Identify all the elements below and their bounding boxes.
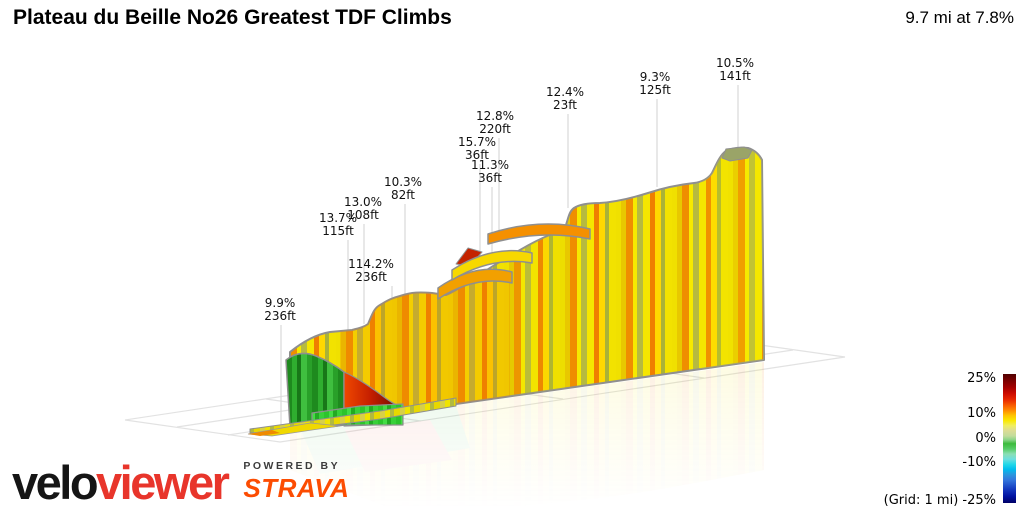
climb-ribbon	[247, 146, 765, 437]
powered-by-label: POWERED BY	[243, 460, 341, 472]
segment-label: 11.3% 36ft	[471, 158, 509, 185]
strava-logo: STRAVA	[243, 473, 350, 503]
legend-tick-label: 0%	[975, 431, 996, 446]
switchback-folds	[437, 223, 591, 300]
segment-label: 9.3% 125ft	[639, 70, 671, 97]
legend-ticks: 25% 10% 0% -10% (Grid: 1 mi) -25%	[884, 371, 996, 508]
veloviewer-logo[interactable]: veloviewer	[12, 459, 230, 506]
segment-label: 10.3% 82ft	[384, 175, 422, 202]
start-sliver-tip	[248, 430, 280, 436]
segment-label: 13.0% 108ft	[344, 195, 382, 222]
veloviewer-logo-velo: velo	[12, 456, 99, 510]
climb-summary-stats: 9.7 mi at 7.8%	[905, 8, 1014, 27]
segment-label: 114.2% 236ft	[348, 257, 394, 284]
segment-label: 10.5% 141ft	[716, 56, 754, 83]
gradient-legend: 25% 10% 0% -10% (Grid: 1 mi) -25%	[884, 371, 1016, 508]
segment-label: 13.7% 115ft	[319, 211, 357, 238]
legend-tick-label: 25%	[967, 371, 996, 386]
legend-tick-label: 10%	[967, 406, 996, 421]
powered-by-strava[interactable]: POWERED BY STRAVA	[243, 460, 349, 506]
page-title: Plateau du Beille No26 Greatest TDF Clim…	[13, 6, 452, 29]
legend-tick-label: -10%	[962, 455, 996, 470]
segment-label: 12.8% 220ft	[476, 109, 514, 136]
segment-label: 12.4% 23ft	[546, 85, 584, 112]
veloviewer-logo-viewer: viewer	[96, 456, 230, 510]
segment-label: 15.7% 36ft	[458, 135, 496, 162]
legend-colorbar	[1003, 374, 1016, 503]
pointer-lines	[280, 85, 739, 431]
segment-label: 9.9% 236ft	[264, 296, 296, 323]
footer-branding: veloviewer POWERED BY STRAVA	[12, 459, 349, 506]
legend-tick-label: (Grid: 1 mi) -25%	[884, 493, 996, 508]
summit-cap	[721, 146, 753, 162]
